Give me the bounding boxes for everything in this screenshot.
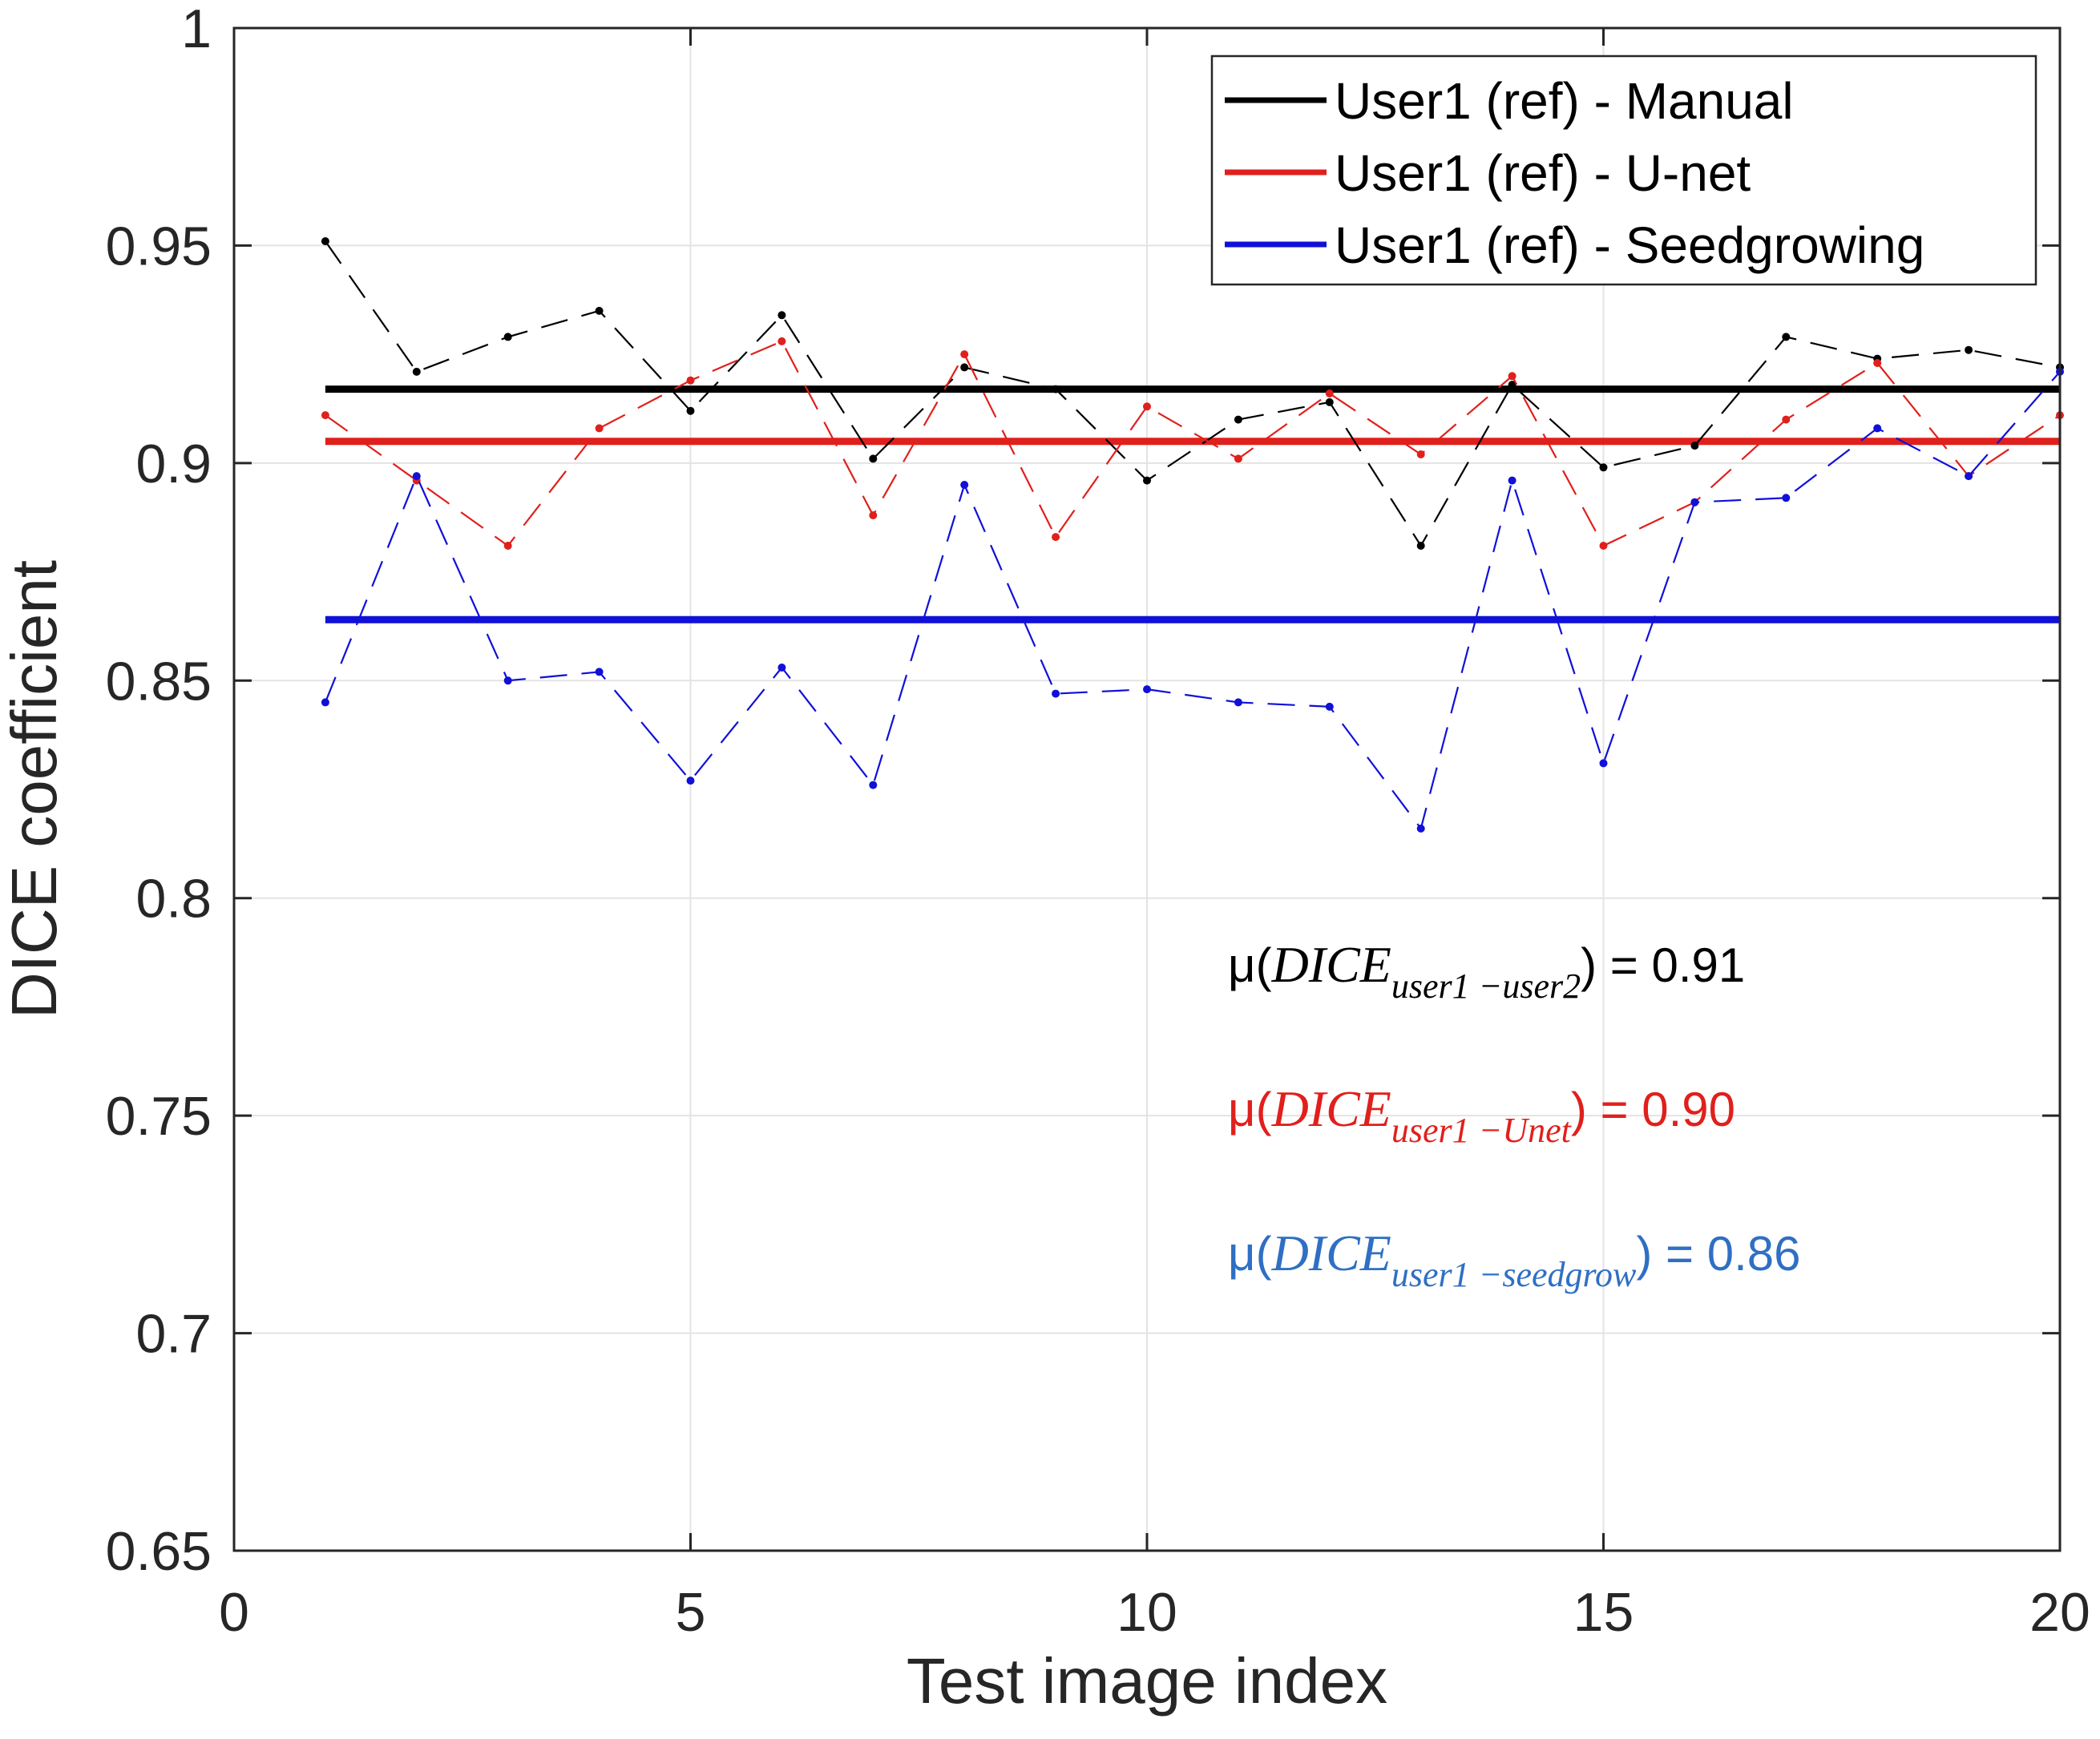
data-point-unet <box>1234 454 1242 463</box>
legend-entry: User1 (ref) - Manual <box>1335 72 1794 130</box>
data-point-unet <box>960 350 969 359</box>
series-line-unet <box>325 340 2061 547</box>
data-point-manual <box>412 367 421 376</box>
mean-annotation: μ(DICEuser1 −Unet) = 0.90 <box>1228 1080 1735 1150</box>
data-point-seedgrowing <box>869 781 878 789</box>
data-point-seedgrowing <box>1599 759 1608 768</box>
legend: User1 (ref) - Manual User1 (ref) - U-net U… <box>1210 54 2037 286</box>
data-point-seedgrowing <box>503 676 512 685</box>
data-point-manual <box>1143 476 1151 485</box>
y-tick-label: 0.9 <box>135 434 212 494</box>
data-point-manual <box>321 237 329 245</box>
data-point-manual <box>1325 397 1334 406</box>
mean-annotations: μ(DICEuser1 −user2) = 0.91 μ(DICEuser1 −U… <box>1228 936 1801 1294</box>
data-point-seedgrowing <box>1965 472 1973 481</box>
data-point-seedgrowing <box>1508 476 1516 485</box>
x-tick-labels: 0 5 10 15 20 <box>219 1582 2090 1643</box>
data-point-unet <box>595 424 604 433</box>
data-point-seedgrowing <box>1416 824 1425 833</box>
data-point-manual <box>1416 542 1425 550</box>
data-point-seedgrowing <box>686 777 695 785</box>
mean-lines <box>325 385 2060 623</box>
data-point-seedgrowing <box>1234 698 1242 707</box>
y-tick-label: 1 <box>181 0 212 59</box>
data-point-unet <box>1508 372 1516 381</box>
data-point-manual <box>1965 345 1973 354</box>
data-point-unet <box>1873 359 1882 367</box>
data-point-manual <box>777 311 786 320</box>
x-tick-label: 10 <box>1117 1582 1177 1643</box>
data-point-unet <box>1599 542 1608 550</box>
y-tick-label: 0.85 <box>106 651 212 712</box>
data-point-unet <box>1143 402 1151 411</box>
data-point-manual <box>1508 381 1516 389</box>
mean-annotation: μ(DICEuser1 −seedgrow) = 0.86 <box>1228 1225 1801 1294</box>
y-axis-label: DICE coefficient <box>0 560 70 1019</box>
data-point-manual <box>1052 385 1060 393</box>
series-line-seedgrowing <box>324 371 2061 831</box>
x-tick-label: 0 <box>219 1582 249 1643</box>
data-point-seedgrowing <box>1325 702 1334 711</box>
y-tick-labels: 0.65 0.7 0.75 0.8 0.85 0.9 0.95 1 <box>106 0 212 1582</box>
series-lines <box>321 237 2064 833</box>
data-point-unet <box>321 411 329 420</box>
data-point-seedgrowing <box>777 664 786 672</box>
data-point-manual <box>1690 442 1699 450</box>
x-tick-label: 20 <box>2029 1582 2090 1643</box>
y-tick-label: 0.75 <box>106 1086 212 1147</box>
data-point-unet <box>777 337 786 345</box>
data-point-unet <box>1782 415 1791 424</box>
data-point-seedgrowing <box>595 668 604 676</box>
legend-entry: User1 (ref) - U-net <box>1335 144 1751 202</box>
data-point-manual <box>960 363 969 372</box>
mean-annotation: μ(DICEuser1 −user2) = 0.91 <box>1228 936 1745 1006</box>
data-point-seedgrowing <box>960 481 969 489</box>
data-point-seedgrowing <box>412 472 421 481</box>
data-point-seedgrowing <box>1782 494 1791 502</box>
data-point-unet <box>686 376 695 385</box>
data-point-manual <box>869 454 878 463</box>
data-point-manual <box>503 333 512 341</box>
data-point-unet <box>1416 450 1425 458</box>
x-tick-label: 15 <box>1573 1582 1634 1643</box>
legend-entry: User1 (ref) - Seedgrowing <box>1335 216 1924 274</box>
legend-box <box>1210 54 2037 286</box>
data-point-unet <box>869 511 878 519</box>
data-point-manual <box>1234 415 1242 424</box>
data-point-seedgrowing <box>1690 498 1699 506</box>
data-point-seedgrowing <box>1143 685 1151 694</box>
data-point-unet <box>1052 533 1060 542</box>
y-tick-label: 0.7 <box>135 1304 212 1365</box>
x-tick-label: 5 <box>676 1582 706 1643</box>
tick-marks <box>232 26 2062 1552</box>
y-tick-label: 0.65 <box>106 1521 212 1582</box>
data-point-seedgrowing <box>1873 424 1882 433</box>
y-tick-label: 0.8 <box>135 869 212 930</box>
data-point-manual <box>686 406 695 415</box>
data-point-seedgrowing <box>1052 689 1060 698</box>
data-point-manual <box>1782 333 1791 341</box>
data-point-seedgrowing <box>321 698 329 707</box>
data-point-unet <box>1325 389 1334 397</box>
data-point-unet <box>503 542 512 550</box>
x-axis-label: Test image index <box>907 1645 1387 1717</box>
y-tick-label: 0.95 <box>106 216 212 276</box>
data-point-manual <box>595 306 604 315</box>
data-point-manual <box>1599 463 1608 472</box>
